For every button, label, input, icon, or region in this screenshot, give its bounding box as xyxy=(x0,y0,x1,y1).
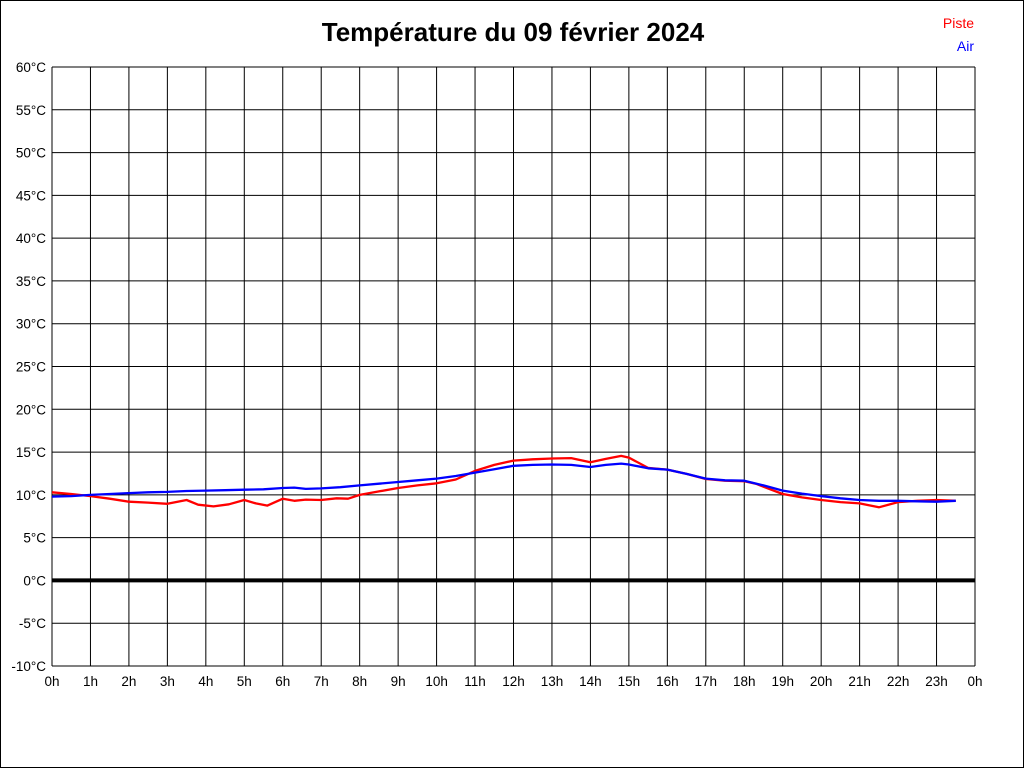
legend-air-label: Air xyxy=(956,38,974,54)
x-axis-tick-label: 13h xyxy=(541,674,564,689)
y-axis-tick-label: 55°C xyxy=(16,103,46,118)
x-axis-tick-label: 2h xyxy=(121,674,136,689)
x-axis-tick-label: 6h xyxy=(275,674,290,689)
x-axis-tick-label: 18h xyxy=(733,674,756,689)
y-axis-tick-label: 40°C xyxy=(16,231,46,246)
x-axis-tick-label: 0h xyxy=(44,674,59,689)
y-axis-tick-label: 25°C xyxy=(16,360,46,375)
x-axis-tick-label: 19h xyxy=(771,674,794,689)
y-axis-tick-label: 5°C xyxy=(23,531,46,546)
y-axis-tick-label: 20°C xyxy=(16,402,46,417)
x-axis-tick-label: 10h xyxy=(425,674,448,689)
x-axis-tick-label: 4h xyxy=(198,674,213,689)
y-axis-tick-label: 45°C xyxy=(16,188,46,203)
x-axis-tick-label: 7h xyxy=(314,674,329,689)
y-axis-tick-label: 35°C xyxy=(16,274,46,289)
x-axis-tick-label: 16h xyxy=(656,674,679,689)
x-axis-tick-label: 9h xyxy=(391,674,406,689)
y-axis-tick-label: 50°C xyxy=(16,146,46,161)
series-line-piste xyxy=(51,454,956,509)
x-axis-tick-label: 17h xyxy=(695,674,718,689)
x-axis-tick-label: 11h xyxy=(464,674,486,689)
y-axis-tick-label: 60°C xyxy=(16,60,46,75)
x-axis-tick-label: 1h xyxy=(83,674,98,689)
x-axis-tick-label: 12h xyxy=(502,674,525,689)
y-axis-tick-label: 0°C xyxy=(23,573,46,588)
y-axis-tick-label: -10°C xyxy=(11,659,46,674)
y-axis-tick-label: -5°C xyxy=(19,616,46,631)
x-axis-tick-label: 23h xyxy=(925,674,948,689)
x-axis-tick-label: 8h xyxy=(352,674,367,689)
x-axis-tick-label: 15h xyxy=(618,674,641,689)
y-axis-tick-label: 30°C xyxy=(16,317,46,332)
x-axis-tick-label: 22h xyxy=(887,674,910,689)
y-axis-tick-label: 15°C xyxy=(16,445,46,460)
legend-piste-label: Piste xyxy=(942,15,974,31)
series-line-air xyxy=(51,462,956,503)
x-axis-tick-label: 21h xyxy=(848,674,871,689)
chart-legend: Piste Air xyxy=(943,12,974,58)
x-axis-tick-label: 14h xyxy=(579,674,602,689)
x-axis-tick-label: 5h xyxy=(237,674,252,689)
x-axis-tick-label: 3h xyxy=(160,674,175,689)
x-axis-tick-label: 20h xyxy=(810,674,833,689)
y-axis-tick-label: 10°C xyxy=(16,488,46,503)
chart-title: Température du 09 février 2024 xyxy=(321,17,705,47)
x-axis-tick-label: 0h xyxy=(967,674,982,689)
